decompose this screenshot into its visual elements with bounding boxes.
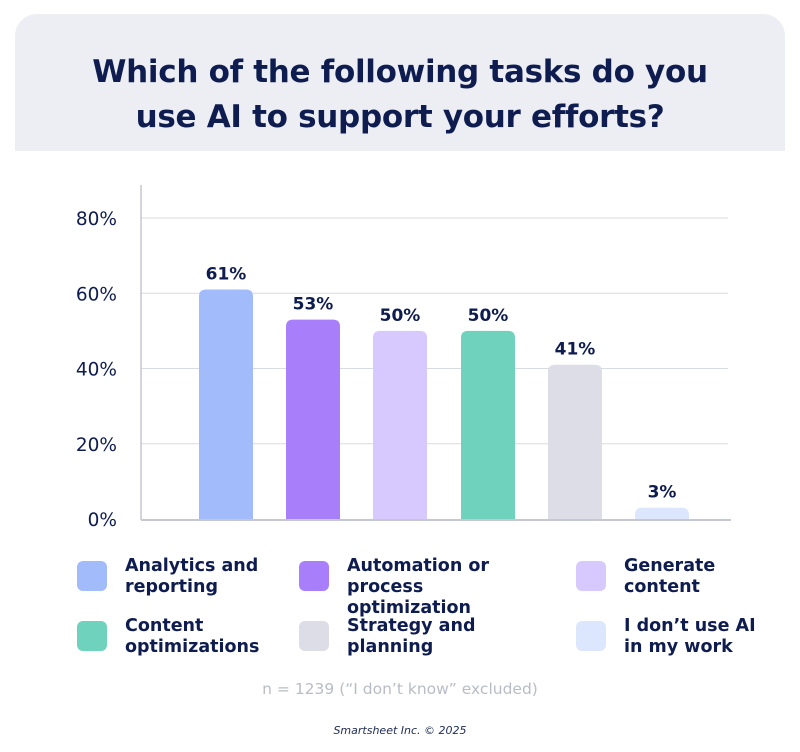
legend-swatch bbox=[299, 561, 329, 591]
legend-swatch bbox=[77, 621, 107, 651]
legend-label-line: process optimization bbox=[347, 577, 471, 618]
legend-label-line: Content bbox=[125, 616, 204, 636]
legend-label-line: content bbox=[624, 577, 700, 597]
copyright-credit: Smartsheet Inc. © 2025 bbox=[333, 724, 467, 737]
bar bbox=[373, 330, 427, 519]
legend-label-line: Generate bbox=[624, 556, 716, 576]
y-tick-label: 0% bbox=[88, 510, 117, 531]
y-tick-label: 60% bbox=[76, 284, 117, 305]
legend-label-line: Strategy and bbox=[347, 616, 476, 636]
legend-label: Content optimizations bbox=[125, 616, 325, 658]
legend-label: Generate content bbox=[624, 556, 800, 598]
legend-label: Analytics and reporting bbox=[125, 556, 325, 598]
y-tick-label: 40% bbox=[76, 360, 117, 381]
legend-swatch bbox=[576, 621, 606, 651]
legend-label-line: optimizations bbox=[125, 637, 260, 657]
bar bbox=[548, 364, 602, 519]
legend-label-line: planning bbox=[347, 637, 434, 657]
chart-title: Which of the following tasks do you use … bbox=[15, 50, 785, 140]
data-label: 61% bbox=[206, 264, 247, 284]
data-label: 41% bbox=[555, 340, 596, 360]
legend-label: Automation or process optimization bbox=[347, 556, 547, 619]
bar bbox=[199, 289, 253, 519]
bar bbox=[286, 319, 340, 519]
legend-label: Strategy and planning bbox=[347, 616, 547, 658]
sample-size-note: n = 1239 (“I don’t know” excluded) bbox=[262, 680, 538, 698]
bar bbox=[461, 330, 515, 519]
legend-label-line: reporting bbox=[125, 577, 219, 597]
legend-label-line: in my work bbox=[624, 637, 733, 657]
legend-swatch bbox=[77, 561, 107, 591]
data-label: 3% bbox=[648, 483, 677, 503]
legend-label-line: Analytics and bbox=[125, 556, 259, 576]
legend-label: I don’t use AI in my work bbox=[624, 616, 800, 658]
chart-title-line-2: use AI to support your efforts? bbox=[135, 99, 665, 135]
bar bbox=[635, 507, 689, 519]
title-banner: Which of the following tasks do you use … bbox=[15, 14, 785, 151]
chart-title-line-1: Which of the following tasks do you bbox=[92, 54, 708, 90]
legend-label-line: Automation or bbox=[347, 556, 490, 576]
y-tick-label: 20% bbox=[76, 435, 117, 456]
legend-swatch bbox=[299, 621, 329, 651]
bar-chart: 0% 20% 40% 60% 80% 61% 53% 50% 50% 41% 3% bbox=[76, 185, 731, 531]
legend-label-line: I don’t use AI bbox=[624, 616, 756, 636]
data-label: 50% bbox=[380, 306, 421, 326]
data-label: 50% bbox=[468, 306, 509, 326]
legend-swatch bbox=[576, 561, 606, 591]
y-tick-label: 80% bbox=[76, 209, 117, 230]
data-label: 53% bbox=[293, 295, 334, 315]
